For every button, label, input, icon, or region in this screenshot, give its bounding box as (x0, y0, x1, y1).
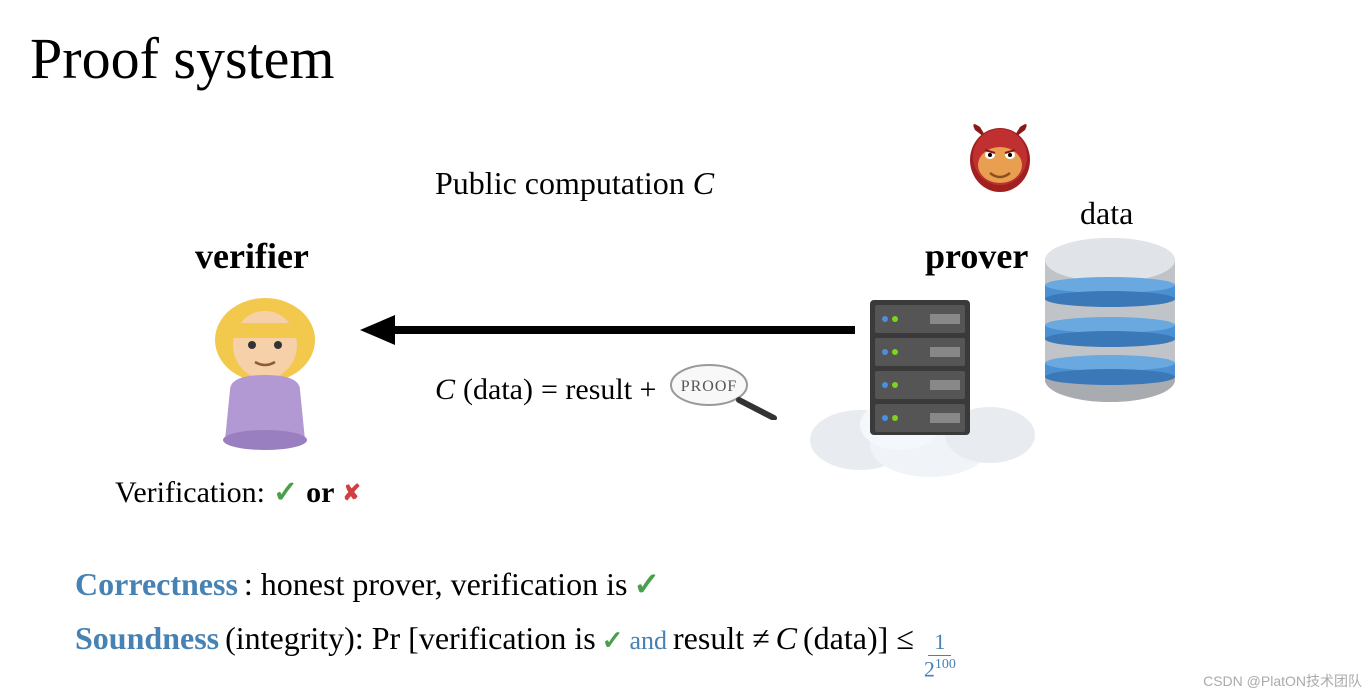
cross-icon: ✘ (342, 480, 360, 506)
frac-exp: 100 (935, 657, 956, 672)
verification-or: or (306, 476, 334, 510)
frac-base: 2 (924, 656, 935, 681)
equation-C: C (435, 373, 455, 407)
correctness-text: Correctness: honest prover, verification… (75, 565, 660, 603)
correctness-keyword: Correctness (75, 566, 238, 603)
soundness-and: and (629, 626, 667, 656)
correctness-body: : honest prover, verification is (244, 566, 628, 603)
check-icon: ✓ (633, 565, 660, 603)
equation-eq: = result + (541, 373, 657, 407)
public-computation-text: Public computation C (435, 165, 714, 202)
svg-text:PROOF: PROOF (681, 378, 738, 395)
soundness-keyword: Soundness (75, 620, 219, 657)
public-computation-prefix: Public computation (435, 165, 693, 201)
database-icon (1035, 235, 1185, 410)
server-cloud-icon (800, 280, 1040, 485)
soundness-C: C (776, 620, 797, 657)
fraction-denominator: 2100 (924, 656, 956, 680)
proof-magnifier-icon: PROOF (664, 360, 784, 420)
soundness-data: (data)] ≤ (803, 620, 914, 657)
public-computation-C: C (693, 165, 714, 201)
fraction-numerator: 1 (928, 631, 951, 656)
verifier-label: verifier (195, 235, 309, 277)
equation-text: C(data) = result + PROOF (435, 360, 784, 420)
check-icon: ✓ (602, 626, 624, 656)
data-label: data (1080, 195, 1133, 232)
page-title: Proof system (30, 25, 335, 92)
soundness-text: Soundness (integrity): Pr [verification … (75, 620, 956, 680)
verification-prefix: Verification: (115, 476, 265, 510)
devil-icon (960, 115, 1040, 200)
arrow-icon (360, 310, 860, 355)
verification-text: Verification: ✓ or ✘ (115, 475, 361, 510)
equation-data: (data) (463, 373, 533, 407)
verifier-icon (200, 290, 330, 455)
watermark: CSDN @PlatON技术团队 (1203, 671, 1362, 691)
soundness-rest: result ≠ (673, 620, 770, 657)
fraction: 1 2100 (924, 631, 956, 680)
prover-label: prover (925, 235, 1028, 277)
soundness-integrity: (integrity): Pr [verification is (225, 620, 596, 657)
check-icon: ✓ (273, 475, 298, 510)
